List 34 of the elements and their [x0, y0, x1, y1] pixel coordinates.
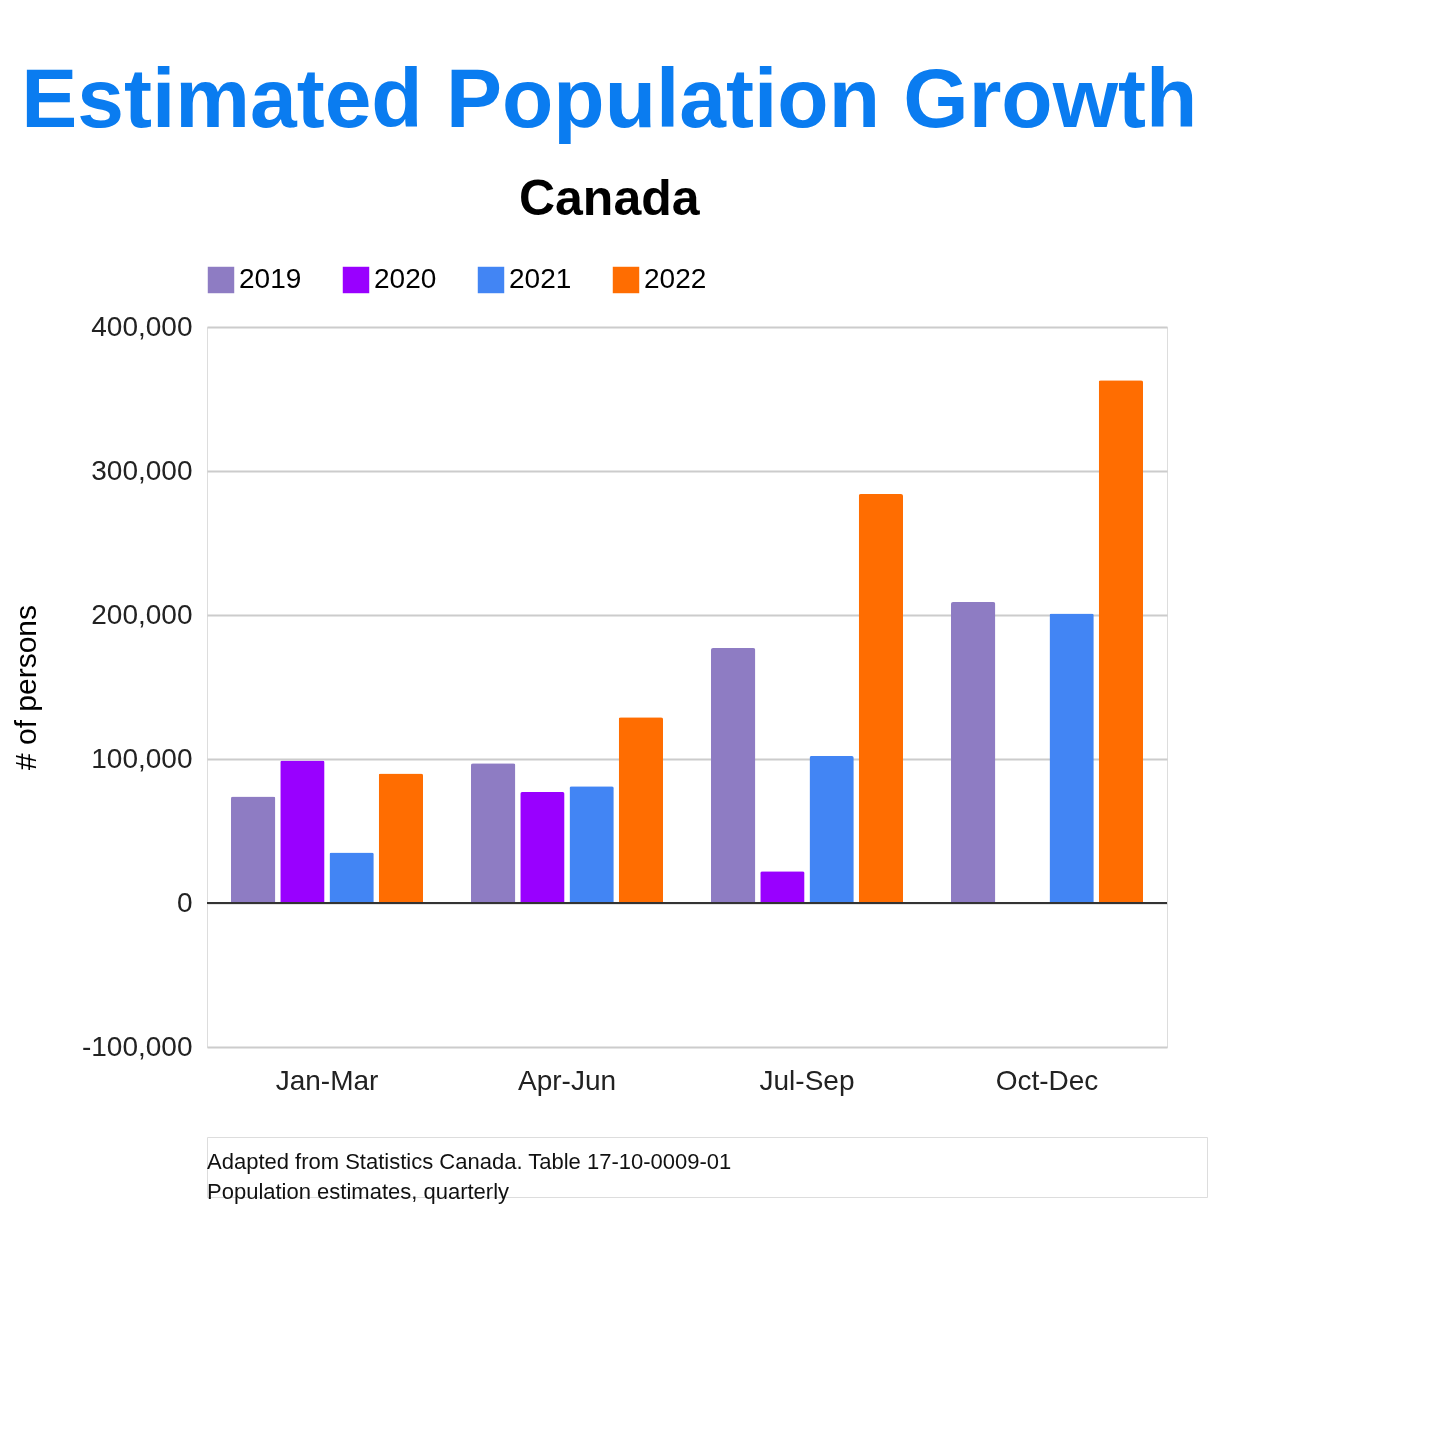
bar	[280, 760, 325, 903]
legend-label: 2019	[239, 263, 302, 294]
legend-label: 2022	[644, 263, 707, 294]
bar	[520, 792, 565, 903]
y-tick-label: 100,000	[91, 742, 193, 774]
x-tick-label: Jul-Sep	[759, 1064, 855, 1096]
bar	[711, 648, 756, 903]
x-tick-label: Jan-Mar	[275, 1064, 379, 1096]
bar	[809, 756, 854, 903]
bar	[329, 852, 374, 903]
y-tick-label: -100,000	[81, 1030, 193, 1062]
x-tick-label: Apr-Jun	[517, 1064, 617, 1096]
y-tick-label: 400,000	[91, 310, 193, 342]
legend-label: 2020	[374, 263, 437, 294]
chart-title: Estimated Population Growth	[21, 51, 1198, 145]
bar	[231, 796, 276, 903]
bar	[951, 602, 996, 903]
bar	[471, 763, 516, 903]
y-tick-label: 0	[176, 886, 193, 918]
bar	[1049, 613, 1094, 903]
legend-label: 2021	[509, 263, 572, 294]
chart-subtitle: Canada	[518, 170, 701, 226]
bar	[858, 494, 903, 903]
text: Population estimates, quarterly	[207, 1179, 510, 1204]
y-axis-title: # of persons	[8, 604, 42, 771]
bar	[760, 871, 805, 903]
y-tick-label: 200,000	[91, 598, 193, 630]
bar	[618, 717, 663, 903]
y-tick-label: 300,000	[91, 454, 193, 486]
x-tick-label: Oct-Dec	[995, 1064, 1099, 1096]
bar	[1098, 380, 1143, 903]
text: Adapted from Statistics Canada. Table 17-10-0009-01	[207, 1149, 732, 1174]
bar	[378, 773, 423, 903]
bar	[569, 786, 614, 903]
